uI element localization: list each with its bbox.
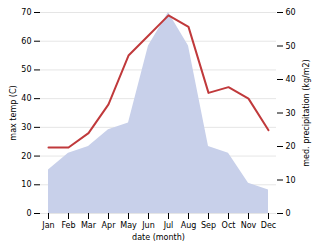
- svg-text:max temp (C): max temp (C): [9, 85, 18, 140]
- svg-text:Jun: Jun: [141, 221, 155, 230]
- svg-text:med. precipitation (kg/m2): med. precipitation (kg/m2): [302, 59, 311, 166]
- svg-text:70: 70: [21, 8, 31, 17]
- svg-text:Dec: Dec: [261, 221, 276, 230]
- svg-text:Nov: Nov: [241, 221, 257, 230]
- svg-text:50: 50: [286, 42, 296, 51]
- svg-text:Aug: Aug: [181, 221, 197, 230]
- svg-text:Apr: Apr: [102, 221, 117, 230]
- svg-text:0: 0: [286, 209, 291, 218]
- svg-text:40: 40: [21, 94, 31, 103]
- svg-text:30: 30: [21, 123, 31, 132]
- svg-text:10: 10: [286, 176, 296, 185]
- svg-text:date (month): date (month): [132, 233, 185, 242]
- svg-text:20: 20: [286, 142, 296, 151]
- svg-text:60: 60: [21, 37, 31, 46]
- svg-text:0: 0: [26, 209, 31, 218]
- svg-text:Oct: Oct: [222, 221, 236, 230]
- svg-text:10: 10: [21, 180, 31, 189]
- svg-text:30: 30: [286, 109, 296, 118]
- svg-text:20: 20: [21, 152, 31, 161]
- svg-text:May: May: [120, 221, 137, 230]
- svg-text:40: 40: [286, 75, 296, 84]
- svg-text:Jan: Jan: [41, 221, 54, 230]
- svg-text:50: 50: [21, 65, 31, 74]
- svg-text:Mar: Mar: [81, 221, 97, 230]
- svg-text:Sep: Sep: [201, 221, 216, 230]
- svg-text:60: 60: [286, 8, 296, 17]
- svg-text:Jul: Jul: [163, 221, 174, 230]
- svg-text:Feb: Feb: [61, 221, 75, 230]
